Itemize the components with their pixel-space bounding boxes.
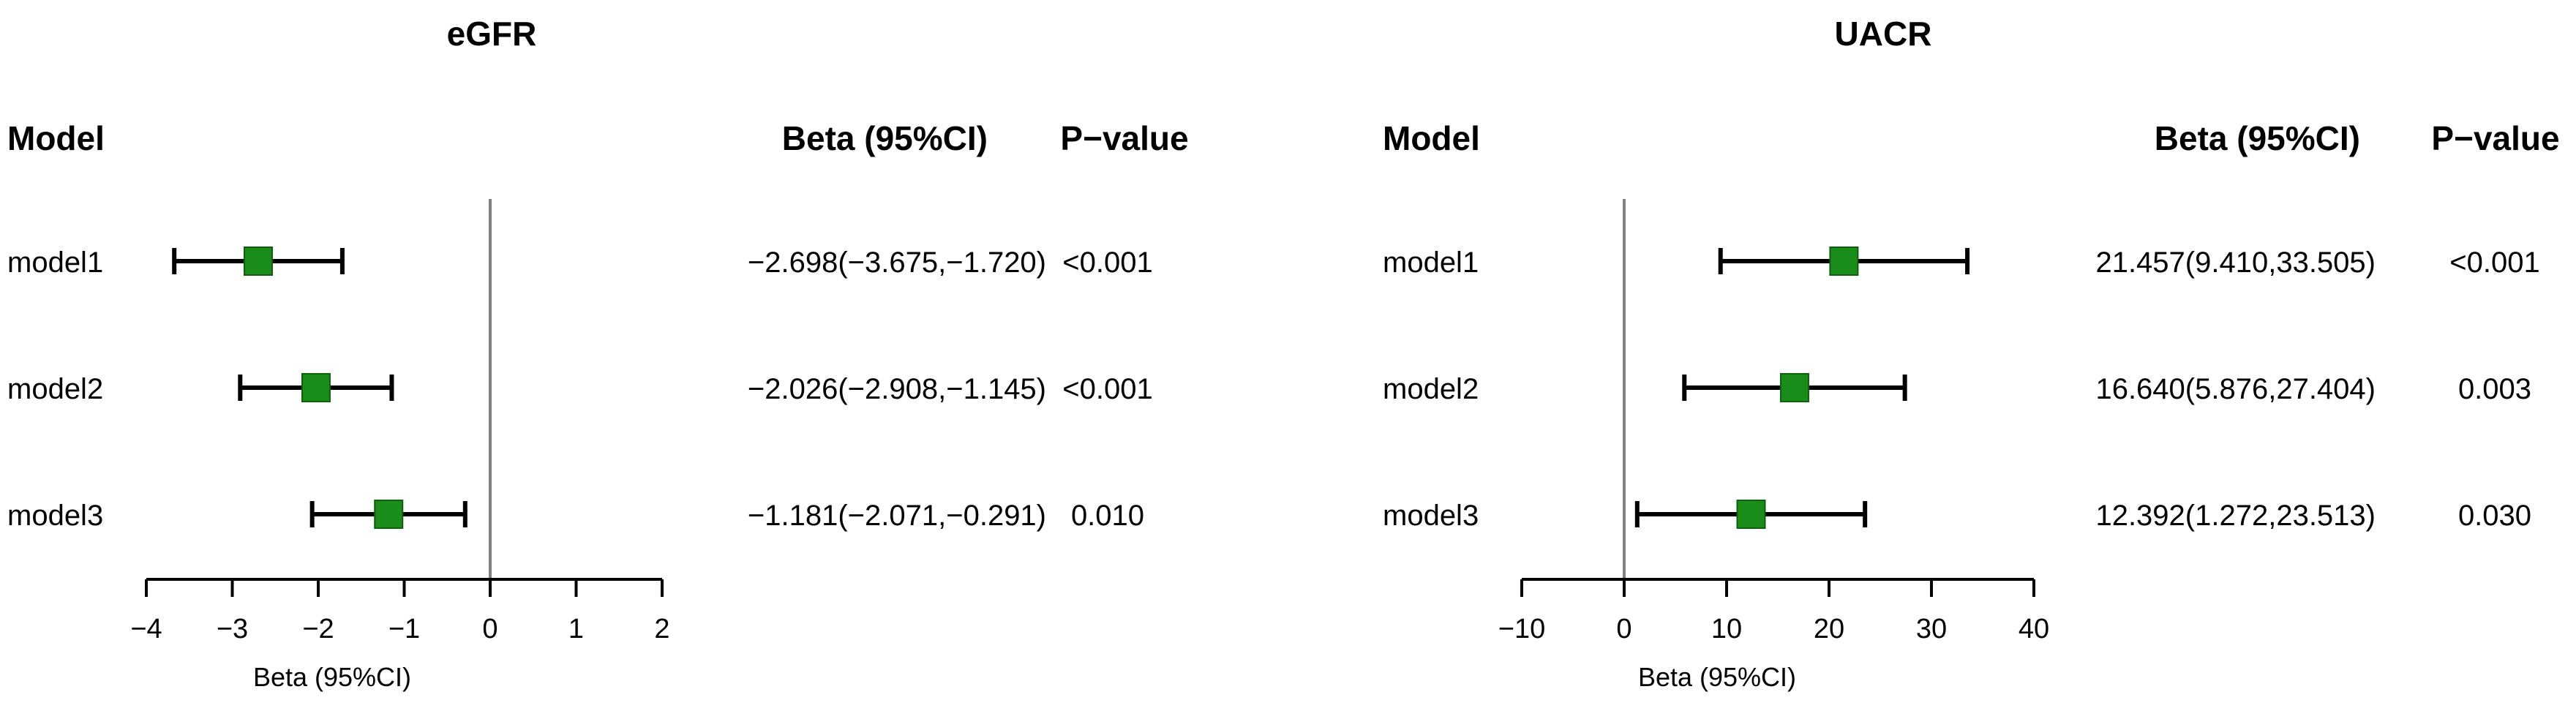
panel-egfr-header-model: Model <box>7 119 105 157</box>
panel-uacr-header-model: Model <box>1383 119 1480 157</box>
panel-uacr-p-text-2: 0.003 <box>2458 373 2531 405</box>
panel-uacr-x-tick-label-1: 0 <box>1616 614 1631 644</box>
panel-uacr-x-tick-label-2: 10 <box>1711 614 1742 644</box>
panel-uacr-row-label-3: model3 <box>1383 500 1479 532</box>
panel-egfr-x-tick-label-6: 2 <box>654 614 669 644</box>
panel-egfr-row-label-1: model1 <box>7 247 103 279</box>
panel-uacr-header-beta: Beta (95%CI) <box>2155 119 2360 157</box>
panel-uacr: UACR Model Beta (95%CI) P−value model1 m… <box>1383 15 2560 692</box>
panel-egfr-p-text-1: <0.001 <box>1062 247 1152 279</box>
panel-egfr-p-text-3: 0.010 <box>1071 500 1144 532</box>
panel-uacr-point-marker-3 <box>1736 500 1766 529</box>
panel-egfr-p-text-2: <0.001 <box>1062 373 1152 405</box>
panel-egfr-header-pvalue: P−value <box>1060 119 1188 157</box>
panel-uacr-x-tick-label-3: 20 <box>1814 614 1844 644</box>
panel-egfr-ci-text-1: −2.698(−3.675,−1.720) <box>748 247 1046 279</box>
panel-egfr-point-marker-3 <box>374 500 404 529</box>
panel-egfr-x-axis-label: Beta (95%CI) <box>253 662 411 692</box>
panel-egfr-x-tick-label-1: −3 <box>217 614 248 644</box>
panel-egfr-title: eGFR <box>447 15 537 53</box>
panel-egfr-header-beta: Beta (95%CI) <box>782 119 988 157</box>
panel-uacr-x-tick-label-4: 30 <box>1916 614 1947 644</box>
panel-egfr-point-marker-1 <box>243 247 273 276</box>
panel-egfr: eGFR Model Beta (95%CI) P−value model1 m… <box>7 15 1189 692</box>
panel-uacr-header-pvalue: P−value <box>2431 119 2559 157</box>
panel-uacr-x-tick-label-0: −10 <box>1498 614 1545 644</box>
panel-uacr-ci-text-1: 21.457(9.410,33.505) <box>2095 247 2376 279</box>
panel-uacr-title: UACR <box>1835 15 1932 53</box>
panel-egfr-x-tick-label-3: −1 <box>388 614 420 644</box>
panel-egfr-x-tick-label-5: 1 <box>568 614 584 644</box>
panel-egfr-ci-text-2: −2.026(−2.908,−1.145) <box>748 373 1046 405</box>
panel-uacr-point-marker-1 <box>1829 247 1859 276</box>
panel-uacr-point-marker-2 <box>1779 373 1809 402</box>
panel-uacr-ci-text-3: 12.392(1.272,23.513) <box>2095 500 2376 532</box>
panel-egfr-row-label-2: model2 <box>7 373 103 405</box>
panel-uacr-p-text-1: <0.001 <box>2449 247 2539 279</box>
panel-egfr-x-tick-label-2: −2 <box>302 614 334 644</box>
panel-egfr-plot-area: −4 −3 −2 −1 0 1 2 <box>130 199 670 644</box>
panel-uacr-row-label-1: model1 <box>1383 247 1479 279</box>
panel-egfr-x-tick-label-4: 0 <box>482 614 497 644</box>
panel-egfr-row-label-3: model3 <box>7 500 103 532</box>
panel-uacr-ci-text-2: 16.640(5.876,27.404) <box>2095 373 2376 405</box>
panel-uacr-x-tick-label-5: 40 <box>2019 614 2049 644</box>
panel-uacr-p-text-3: 0.030 <box>2458 500 2531 532</box>
panel-uacr-x-axis-label: Beta (95%CI) <box>1638 662 1796 692</box>
panel-egfr-ci-text-3: −1.181(−2.071,−0.291) <box>748 500 1046 532</box>
panel-egfr-x-tick-label-0: −4 <box>130 614 162 644</box>
panel-egfr-point-marker-2 <box>301 373 331 402</box>
panel-uacr-plot-area: −10 0 10 20 30 40 <box>1498 199 2049 644</box>
panel-uacr-row-label-2: model2 <box>1383 373 1479 405</box>
